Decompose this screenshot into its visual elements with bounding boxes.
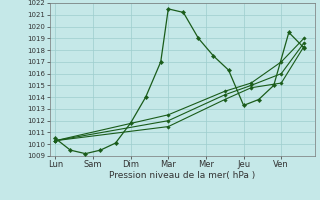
X-axis label: Pression niveau de la mer( hPa ): Pression niveau de la mer( hPa )	[109, 171, 256, 180]
